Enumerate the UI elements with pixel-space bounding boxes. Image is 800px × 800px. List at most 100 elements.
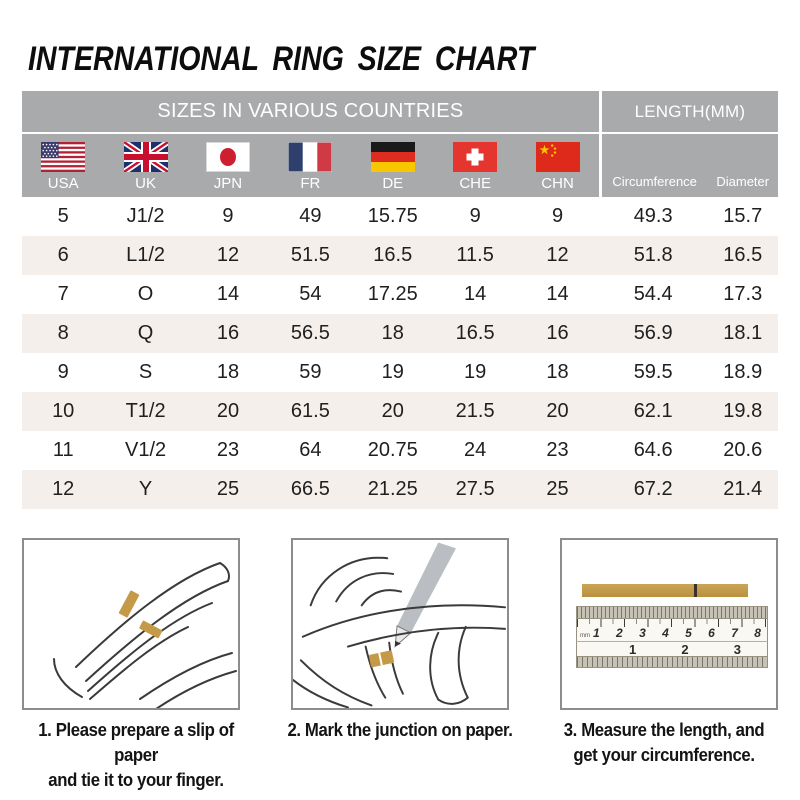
table-cell: 20.75 bbox=[367, 439, 418, 461]
table-cell: V1/2 bbox=[125, 439, 167, 461]
table-cell: 21.25 bbox=[367, 478, 418, 500]
column-header-uk: UK bbox=[104, 134, 187, 197]
ruler-inch-scale: 1 2 3 bbox=[576, 641, 768, 657]
caption-line: 2. Mark the junction on paper. bbox=[287, 720, 513, 740]
ruler-number: 6 bbox=[708, 626, 715, 640]
column-label-uk: UK bbox=[135, 175, 156, 192]
ruler-bottom-edge bbox=[576, 657, 768, 668]
table-cell: 19 bbox=[381, 361, 404, 383]
caption-line: 1. Please prepare a slip of paper bbox=[38, 720, 234, 766]
table-cell: 24 bbox=[464, 439, 487, 461]
ruler-cm-numbers: 1 2 3 4 5 6 7 8 bbox=[577, 626, 767, 641]
table-cell: 67.2 bbox=[633, 478, 673, 500]
table-cell: 54.4 bbox=[633, 283, 673, 305]
length-group-header: LENGTH(MM) bbox=[598, 91, 778, 134]
table-cell: 8 bbox=[57, 322, 69, 344]
germany-flag-icon bbox=[370, 142, 415, 172]
table-cell: 18 bbox=[546, 361, 569, 383]
table-cell: 19 bbox=[464, 361, 487, 383]
switzerland-flag-icon bbox=[453, 142, 498, 172]
caption-step-2: 2. Mark the junction on paper. bbox=[283, 718, 517, 794]
ruler-number: 4 bbox=[662, 626, 669, 640]
ruler-number: 5 bbox=[685, 626, 692, 640]
table-header-groups: SIZES IN VARIOUS COUNTRIES LENGTH(MM) bbox=[22, 91, 778, 134]
table-cell: 6 bbox=[57, 244, 69, 266]
table-cell: 11 bbox=[52, 439, 74, 461]
table-cell: 49.3 bbox=[633, 205, 673, 227]
table-cell: 11.5 bbox=[456, 244, 494, 266]
table-row: 7 O 14 54 17.25 14 14 54.4 17.3 bbox=[22, 275, 778, 314]
table-cell: Q bbox=[137, 322, 154, 344]
table-row: 8 Q 16 56.5 18 16.5 16 56.9 18.1 bbox=[22, 314, 778, 353]
marking-junction-with-pen-icon bbox=[293, 542, 507, 708]
ruler-number: 2 bbox=[681, 641, 689, 657]
table-row: 11 V1/2 23 64 20.75 24 23 64.6 20.6 bbox=[22, 431, 778, 470]
table-row: 5 J1/2 9 49 15.75 9 9 49.3 15.7 bbox=[22, 197, 778, 236]
table-cell: 64 bbox=[299, 439, 322, 461]
column-label-de: DE bbox=[382, 175, 404, 192]
column-label-fr: FR bbox=[300, 175, 321, 192]
instruction-boxes: mm 1 2 3 4 5 6 7 8 1 2 3 bbox=[22, 538, 778, 710]
table-cell: 20 bbox=[546, 400, 569, 422]
table-cell: 18 bbox=[381, 322, 404, 344]
table-cell: 17.25 bbox=[367, 283, 418, 305]
caption-line: and tie it to your finger. bbox=[48, 770, 224, 791]
column-header-circumference: Circumference bbox=[598, 134, 708, 197]
strip-mark bbox=[694, 584, 697, 597]
table-cell: 12 bbox=[216, 244, 240, 266]
ring-size-table: SIZES IN VARIOUS COUNTRIES LENGTH(MM) bbox=[22, 91, 778, 509]
caption-step-1: 1. Please prepare a slip of paper and ti… bbox=[19, 718, 253, 794]
table-cell: O bbox=[137, 283, 154, 305]
caption-line: 3. Measure the length, and bbox=[563, 720, 765, 740]
table-cell: 17.3 bbox=[723, 283, 763, 305]
instruction-captions: 1. Please prepare a slip of paper and ti… bbox=[10, 718, 790, 794]
table-cell: 64.6 bbox=[633, 439, 673, 461]
ruler-top-edge bbox=[576, 606, 768, 619]
table-cell: 54 bbox=[299, 283, 322, 305]
table-row: 10 T1/2 20 61.5 20 21.5 20 62.1 19.8 bbox=[22, 392, 778, 431]
table-cell: 18.9 bbox=[723, 361, 763, 383]
table-cell: 9 bbox=[469, 205, 481, 227]
instruction-box-1 bbox=[22, 538, 240, 710]
table-cell: 21.5 bbox=[455, 400, 495, 422]
ruler-number: 8 bbox=[754, 626, 761, 640]
column-label-che: CHE bbox=[459, 175, 491, 192]
column-label-usa: USA bbox=[47, 175, 79, 192]
column-header-de: DE bbox=[351, 134, 434, 197]
table-body: 5 J1/2 9 49 15.75 9 9 49.3 15.7 6 L1/2 12 51.5 16.5 1… bbox=[22, 197, 778, 509]
table-cell: Y bbox=[138, 478, 153, 500]
table-cell: 14 bbox=[216, 283, 240, 305]
ruler-number: 3 bbox=[733, 641, 741, 657]
table-cell: 15.75 bbox=[367, 205, 418, 227]
table-cell: 20 bbox=[381, 400, 404, 422]
table-header: SIZES IN VARIOUS COUNTRIES LENGTH(MM) bbox=[22, 91, 778, 197]
table-cell: 51.8 bbox=[633, 244, 673, 266]
paper-strip-icon bbox=[582, 584, 748, 597]
column-header-chn: CHN bbox=[516, 134, 599, 197]
table-cell: T1/2 bbox=[125, 400, 166, 422]
table-cell: 23 bbox=[216, 439, 240, 461]
caption-line: get your circumference. bbox=[573, 745, 755, 766]
column-label-jpn: JPN bbox=[213, 175, 243, 192]
table-cell: 15.7 bbox=[723, 205, 763, 227]
usa-flag-icon bbox=[41, 142, 86, 172]
ruler-cm-scale: mm 1 2 3 4 5 6 7 8 bbox=[576, 619, 768, 641]
table-cell: 9 bbox=[57, 361, 69, 383]
column-header-fr: FR bbox=[269, 134, 352, 197]
table-cell: S bbox=[138, 361, 153, 383]
uk-flag-icon bbox=[123, 142, 168, 172]
table-cell: 61.5 bbox=[290, 400, 330, 422]
table-cell: 14 bbox=[464, 283, 487, 305]
table-cell: 51.5 bbox=[290, 244, 330, 266]
ruler-number: 1 bbox=[629, 641, 637, 657]
table-cell: 7 bbox=[57, 283, 69, 305]
ruler-number: 3 bbox=[639, 626, 646, 640]
table-column-headers: USA UK JPN bbox=[22, 134, 778, 197]
table-cell: 9 bbox=[551, 205, 564, 227]
table-cell: 27.5 bbox=[455, 478, 495, 500]
table-row: 6 L1/2 12 51.5 16.5 11.5 12 51.8 16.5 bbox=[22, 236, 778, 275]
table-cell: 21.4 bbox=[723, 478, 763, 500]
table-cell: 10 bbox=[52, 400, 75, 422]
table-cell: 25 bbox=[546, 478, 569, 500]
ruler-number: 7 bbox=[731, 626, 738, 640]
